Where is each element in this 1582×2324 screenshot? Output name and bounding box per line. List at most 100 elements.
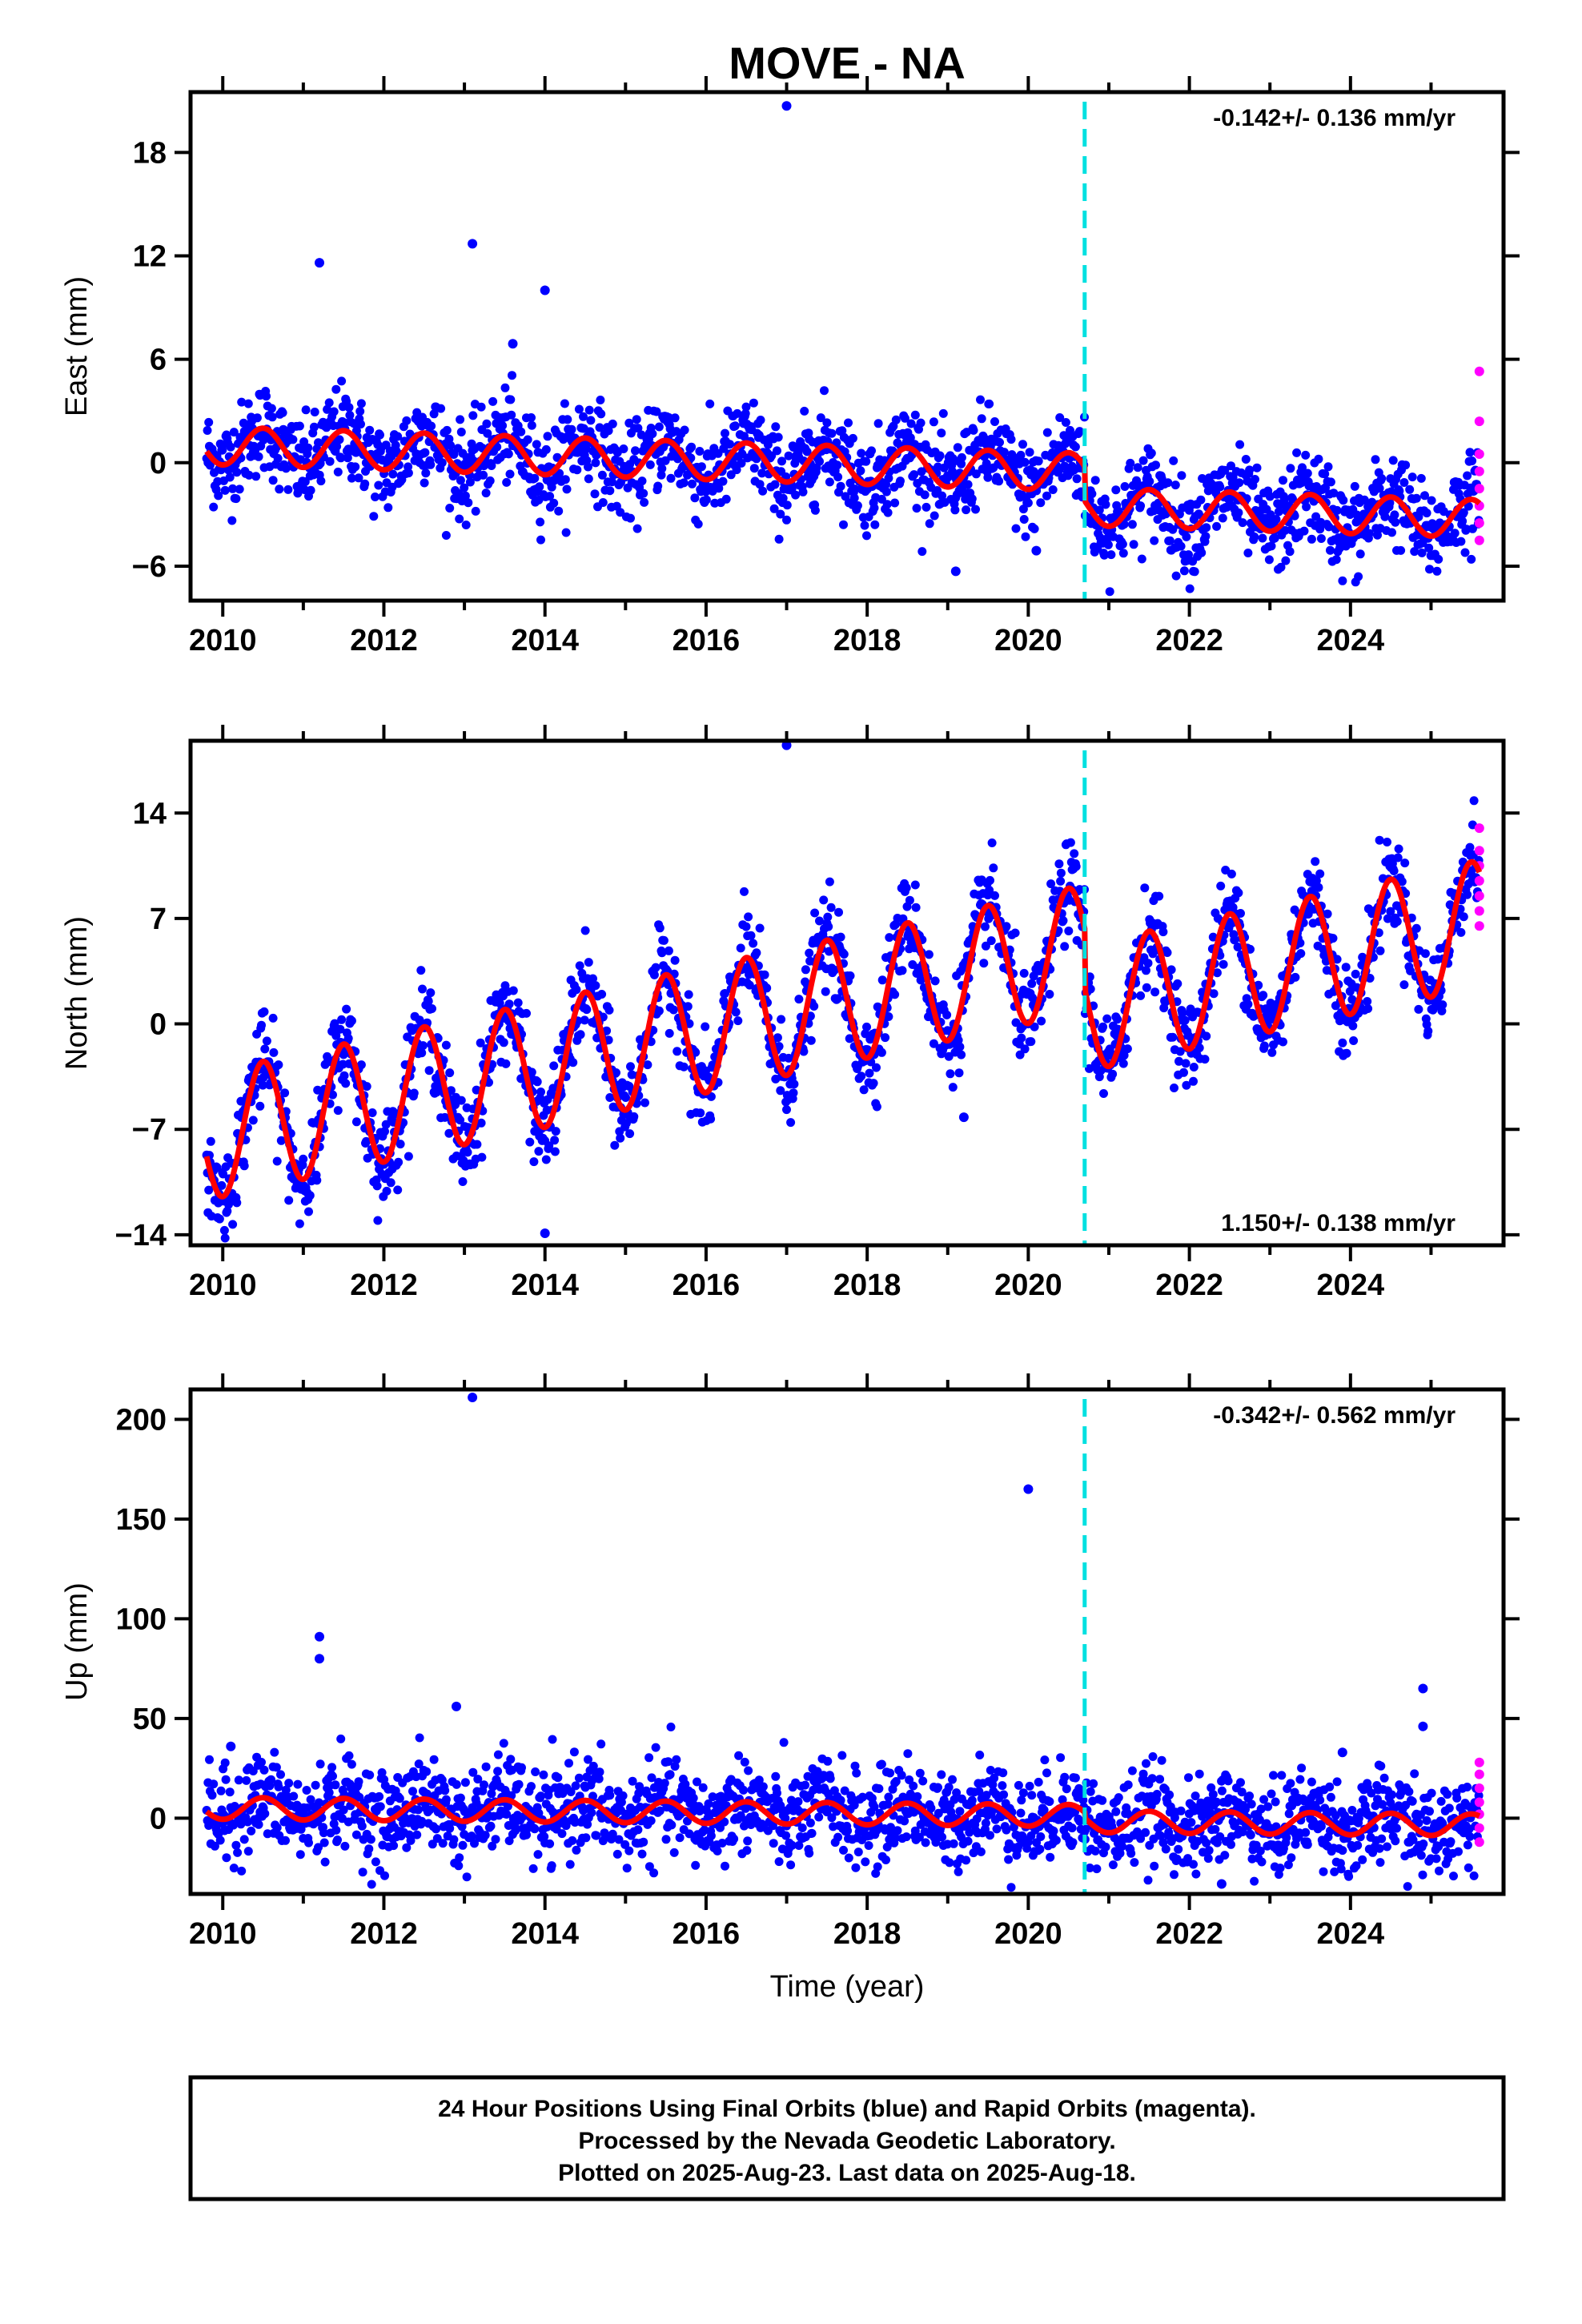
north-rapid-point — [1474, 875, 1484, 886]
east-data-point — [1151, 460, 1160, 470]
up-data-point — [758, 1782, 768, 1791]
up-data-point — [861, 1857, 870, 1867]
up-data-point — [358, 1868, 367, 1877]
north-data-point — [1296, 949, 1306, 959]
north-data-point — [1315, 869, 1325, 879]
north-data-point — [1086, 984, 1095, 994]
up-data-point — [938, 1832, 947, 1842]
east-data-point — [1396, 545, 1406, 555]
east-data-point — [595, 423, 604, 432]
up-data-point — [833, 1832, 843, 1842]
north-data-point — [946, 1069, 955, 1079]
north-data-point — [1010, 928, 1020, 938]
up-data-point — [909, 1781, 918, 1791]
east-data-point — [935, 451, 945, 460]
north-data-point — [736, 943, 745, 953]
up-data-point — [412, 1830, 422, 1839]
up-data-point — [584, 1755, 592, 1764]
east-data-point — [769, 504, 779, 513]
up-data-point — [460, 1778, 470, 1787]
north-data-point — [721, 989, 729, 998]
north-data-point — [897, 966, 907, 975]
east-data-point — [360, 479, 370, 489]
up-data-point — [869, 1802, 879, 1811]
north-data-point — [825, 877, 834, 887]
up-data-point — [351, 1830, 361, 1839]
east-y-tick-label: 0 — [150, 447, 167, 480]
up-data-point — [302, 1786, 311, 1795]
north-data-point — [986, 936, 996, 946]
up-data-point — [742, 1846, 752, 1856]
east-data-point — [329, 407, 339, 416]
up-data-point — [698, 1783, 708, 1792]
east-data-point — [1265, 492, 1275, 501]
up-data-point — [587, 1808, 596, 1817]
east-data-point — [306, 485, 315, 495]
east-data-point — [596, 409, 606, 419]
up-data-point — [807, 1828, 817, 1838]
east-data-point — [929, 417, 938, 427]
east-data-point — [465, 477, 475, 487]
north-data-point — [845, 971, 855, 980]
north-data-point — [424, 996, 433, 1006]
north-data-point — [260, 1044, 270, 1054]
north-data-point — [362, 1082, 371, 1092]
up-data-point — [530, 1824, 540, 1834]
east-data-point — [429, 409, 439, 419]
north-data-point — [223, 1206, 232, 1216]
up-data-point — [612, 1849, 622, 1859]
east-data-point — [1303, 468, 1312, 478]
east-data-point — [631, 446, 640, 456]
east-data-point — [906, 419, 916, 428]
north-data-point — [1060, 942, 1070, 951]
north-data-point — [1328, 934, 1338, 943]
east-data-point — [1070, 442, 1080, 452]
north-data-point — [981, 922, 990, 931]
up-data-point — [417, 1816, 427, 1826]
east-data-point — [461, 521, 471, 529]
up-data-point — [655, 1806, 665, 1815]
east-data-point — [1459, 508, 1468, 517]
east-data-point — [833, 460, 842, 470]
east-data-point — [500, 383, 510, 392]
up-data-point — [491, 1835, 500, 1844]
east-outlier-point — [540, 285, 550, 296]
east-data-point — [905, 433, 915, 443]
up-data-point — [827, 1813, 837, 1823]
east-data-point — [690, 493, 700, 503]
east-data-point — [1316, 534, 1326, 543]
north-data-point — [706, 1114, 716, 1124]
north-data-point — [597, 990, 607, 999]
east-x-tick-label: 2010 — [189, 624, 257, 657]
east-data-point — [741, 402, 751, 412]
up-data-point — [486, 1821, 496, 1831]
north-data-point — [801, 965, 810, 975]
north-data-point — [1108, 1069, 1118, 1079]
east-data-point — [1302, 502, 1311, 512]
east-data-point — [1329, 489, 1339, 498]
north-data-point — [1233, 943, 1243, 951]
up-data-point — [874, 1784, 884, 1793]
east-data-point — [476, 402, 486, 412]
east-data-point — [527, 413, 536, 422]
up-data-point — [389, 1841, 399, 1851]
east-data-point — [516, 427, 526, 436]
east-data-point — [1165, 536, 1174, 545]
up-data-point — [243, 1847, 253, 1856]
north-data-point — [655, 923, 665, 933]
north-data-point — [1459, 912, 1468, 922]
north-data-point — [268, 1013, 278, 1023]
up-data-point — [468, 1767, 478, 1777]
up-data-point — [588, 1761, 598, 1771]
north-data-point — [610, 1140, 620, 1150]
east-data-point — [427, 421, 436, 431]
east-outlier-point — [468, 239, 478, 249]
up-data-point — [672, 1755, 681, 1764]
north-data-point — [1020, 1044, 1030, 1054]
east-rapid-point — [1474, 366, 1484, 376]
up-data-point — [614, 1835, 624, 1844]
east-data-point — [508, 371, 516, 380]
east-outlier-point — [508, 339, 518, 349]
east-data-point — [749, 398, 758, 408]
